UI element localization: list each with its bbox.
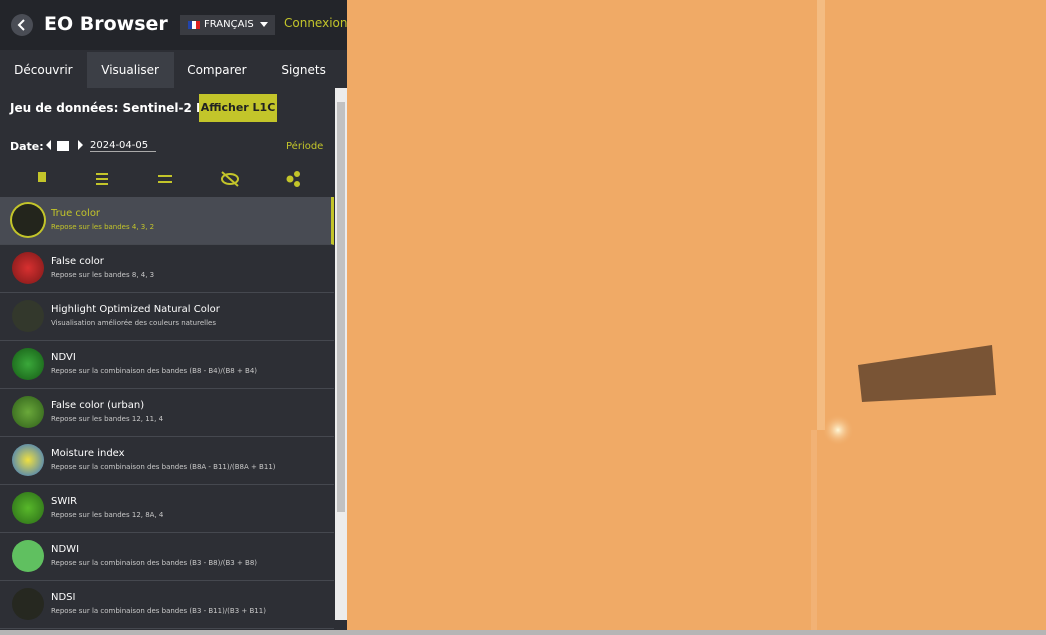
layer-title: True color bbox=[51, 208, 100, 219]
map[interactable] bbox=[347, 0, 1046, 630]
tab[interactable]: Comparer bbox=[174, 52, 261, 88]
layer-title: NDSI bbox=[51, 592, 75, 603]
layer-thumbnail bbox=[12, 396, 44, 428]
layer-thumbnail bbox=[12, 252, 44, 284]
layer-item[interactable]: NDVI Repose sur la combinaison des bandes… bbox=[0, 341, 334, 389]
tab[interactable]: Signets bbox=[260, 52, 347, 88]
layer-description: Repose sur les bandes 8, 4, 3 bbox=[51, 271, 154, 279]
app-title: EO Browser bbox=[44, 13, 168, 35]
layer-description: Repose sur la combinaison des bandes (B8… bbox=[51, 367, 257, 375]
scroll-thumb[interactable] bbox=[337, 102, 345, 512]
layer-description: Visualisation améliorée des couleurs nat… bbox=[51, 319, 216, 327]
layer-thumbnail bbox=[12, 588, 44, 620]
layer-thumbnail bbox=[12, 348, 44, 380]
layer-title: False color (urban) bbox=[51, 400, 144, 411]
layer-item[interactable]: SWIR Repose sur les bandes 12, 8A, 4 bbox=[0, 485, 334, 533]
scrollbar[interactable] bbox=[335, 88, 347, 620]
layer-item[interactable]: Moisture index Repose sur la combinaison … bbox=[0, 437, 334, 485]
layer-item[interactable]: Highlight Optimized Natural Color Visuali… bbox=[0, 293, 334, 341]
layer-title: Highlight Optimized Natural Color bbox=[51, 304, 220, 315]
layer-thumbnail bbox=[12, 300, 44, 332]
date-label: Date: bbox=[10, 140, 44, 153]
layer-description: Repose sur la combinaison des bandes (B3… bbox=[51, 607, 266, 615]
date-value[interactable]: 2024-04-05 bbox=[90, 140, 156, 152]
layer-description: Repose sur la combinaison des bandes (B8… bbox=[51, 463, 276, 471]
layer-title: NDWI bbox=[51, 544, 79, 555]
header: EO Browser FRANÇAIS Connexion bbox=[0, 0, 347, 50]
layer-item[interactable]: False color Repose sur les bandes 8, 4, 3 bbox=[0, 245, 334, 293]
layer-item[interactable]: NDSI Repose sur la combinaison des bandes… bbox=[0, 581, 334, 629]
period-link[interactable]: Période bbox=[286, 141, 323, 152]
login-link[interactable]: Connexion bbox=[284, 16, 347, 30]
dataset-label: Jeu de données: Sentinel-2 L2A bbox=[10, 101, 221, 115]
tab[interactable]: Visualiser bbox=[87, 52, 174, 88]
layer-description: Repose sur la combinaison des bandes (B3… bbox=[51, 559, 257, 567]
layer-title: False color bbox=[51, 256, 104, 267]
toolbar[interactable] bbox=[0, 168, 334, 190]
layer-thumbnail bbox=[12, 204, 44, 236]
tab[interactable]: Découvrir bbox=[0, 52, 87, 88]
layer-title: SWIR bbox=[51, 496, 77, 507]
layer-thumbnail bbox=[12, 540, 44, 572]
flag bbox=[188, 21, 200, 29]
l1c-button[interactable]: Afficher L1C bbox=[199, 94, 277, 122]
layer-description: Repose sur les bandes 4, 3, 2 bbox=[51, 223, 154, 231]
layer-description: Repose sur les bandes 12, 11, 4 bbox=[51, 415, 163, 423]
app: EO Browser FRANÇAIS Connexion DécouvrirV… bbox=[0, 0, 1046, 635]
layer-thumbnail bbox=[12, 492, 44, 524]
layer-item[interactable]: False color (urban) Repose sur les bandes… bbox=[0, 389, 334, 437]
layer-thumbnail bbox=[12, 444, 44, 476]
layer-title: NDVI bbox=[51, 352, 76, 363]
dropdown-caret bbox=[260, 22, 268, 28]
layer-item[interactable]: NDWI Repose sur la combinaison des bandes… bbox=[0, 533, 334, 581]
layer-title: Moisture index bbox=[51, 448, 125, 459]
back-button[interactable] bbox=[10, 13, 34, 37]
layer-description: Repose sur les bandes 12, 8A, 4 bbox=[51, 511, 163, 519]
layer-item[interactable]: True color Repose sur les bandes 4, 3, 2 bbox=[0, 197, 334, 245]
date-controls[interactable] bbox=[46, 139, 88, 151]
